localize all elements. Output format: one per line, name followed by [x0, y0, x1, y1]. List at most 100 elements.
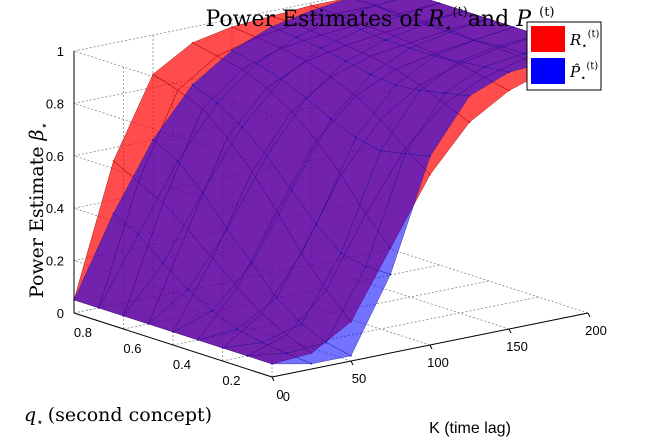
z-tick-label: 0	[57, 306, 64, 321]
k-axis-label: K (time lag)	[429, 420, 511, 437]
surface-patch	[357, 0, 398, 6]
data-point	[473, 39, 476, 41]
data-point	[152, 73, 154, 76]
data-point	[369, 73, 372, 76]
data-point	[211, 310, 214, 312]
data-point	[197, 339, 199, 341]
legend: R⋆(t) P̂⋆(t)	[526, 21, 602, 91]
data-point	[246, 355, 249, 357]
data-point	[523, 52, 525, 55]
z-tick-label: 0.8	[46, 96, 64, 111]
data-point	[384, 39, 387, 41]
data-point	[434, 55, 436, 57]
legend-swatch-r	[531, 26, 565, 52]
data-point	[359, 28, 362, 31]
data-point	[419, 89, 421, 92]
k-tick-label: 100	[427, 355, 449, 370]
data-point	[350, 355, 352, 357]
chart-title: Power Estimates of R⋆(t)and P⋆(t)	[205, 5, 554, 36]
data-point	[320, 47, 322, 49]
data-point	[424, 23, 426, 26]
data-point	[290, 189, 293, 191]
data-point	[187, 288, 189, 291]
data-point	[444, 92, 446, 94]
data-point	[468, 121, 471, 123]
data-point	[429, 155, 431, 158]
surface-p	[73, 0, 589, 365]
q-tick-label: 0.8	[74, 325, 92, 340]
data-point	[448, 31, 451, 33]
data-point	[330, 118, 332, 120]
data-point	[270, 15, 273, 17]
k-tick-label: 200	[585, 323, 607, 338]
data-point	[216, 102, 219, 104]
data-point	[365, 265, 367, 268]
q-tick-label: 0.4	[173, 357, 191, 372]
q-axis-label: q⋆ (second concept)	[24, 404, 212, 429]
data-point	[389, 273, 392, 276]
data-point	[458, 60, 461, 63]
data-point	[177, 89, 179, 91]
z-tick-label: 0.4	[46, 201, 64, 216]
data-point	[399, 15, 401, 17]
q-tick-label: 0.2	[222, 373, 240, 388]
k-tick-label: 150	[506, 339, 528, 354]
data-point	[162, 262, 164, 265]
data-point	[271, 363, 273, 365]
data-point	[488, 18, 490, 20]
data-point	[315, 223, 318, 225]
data-point	[394, 84, 397, 86]
data-point	[374, 4, 377, 7]
data-point	[508, 71, 510, 73]
data-point	[251, 262, 253, 265]
data-point	[508, 89, 510, 92]
data-point	[270, 25, 273, 28]
data-point	[147, 323, 150, 325]
data-point	[266, 155, 268, 157]
data-point	[216, 55, 219, 57]
data-point	[468, 95, 471, 97]
q-tick-label: 0.6	[123, 341, 141, 356]
k-tick-label: 50	[352, 371, 366, 386]
data-point	[340, 252, 342, 254]
data-point	[295, 36, 298, 39]
data-point	[355, 136, 357, 139]
data-point	[483, 66, 486, 68]
data-point	[221, 347, 224, 349]
data-point	[112, 160, 115, 162]
data-point	[300, 323, 303, 325]
k-tick-label: 0	[276, 387, 283, 402]
q-axis-line	[73, 312, 273, 378]
grid-line-k-floor	[389, 248, 589, 314]
data-point	[231, 26, 233, 28]
data-point	[280, 78, 283, 81]
legend-label-r: R⋆(t)	[569, 29, 599, 52]
data-point	[236, 328, 239, 331]
data-point	[191, 83, 194, 86]
data-point	[172, 331, 174, 333]
data-point	[177, 160, 179, 162]
k-tick	[429, 344, 433, 350]
k-tick	[350, 360, 354, 366]
data-point	[325, 341, 328, 344]
data-point	[261, 341, 263, 344]
data-point	[429, 173, 431, 176]
q-tick-label: 0	[283, 389, 290, 404]
data-point	[226, 228, 229, 231]
data-point	[498, 44, 500, 47]
data-point	[231, 49, 233, 52]
data-point	[241, 126, 243, 128]
data-point	[310, 363, 313, 365]
surfaces	[73, 0, 589, 365]
k-tick	[587, 312, 591, 318]
data-point	[310, 4, 312, 7]
data-point	[122, 315, 125, 317]
data-point	[310, 10, 312, 12]
data-point	[286, 352, 288, 354]
legend-label-p: P̂⋆(t)	[569, 61, 598, 84]
data-point	[345, 60, 347, 62]
data-point	[191, 41, 194, 44]
data-point	[438, 2, 441, 4]
axes-front: 0 50 100 150 200 0 0.2 0.4 0.6 0.8 0 0.2 0.4 0.6 0.8 1	[46, 44, 607, 404]
